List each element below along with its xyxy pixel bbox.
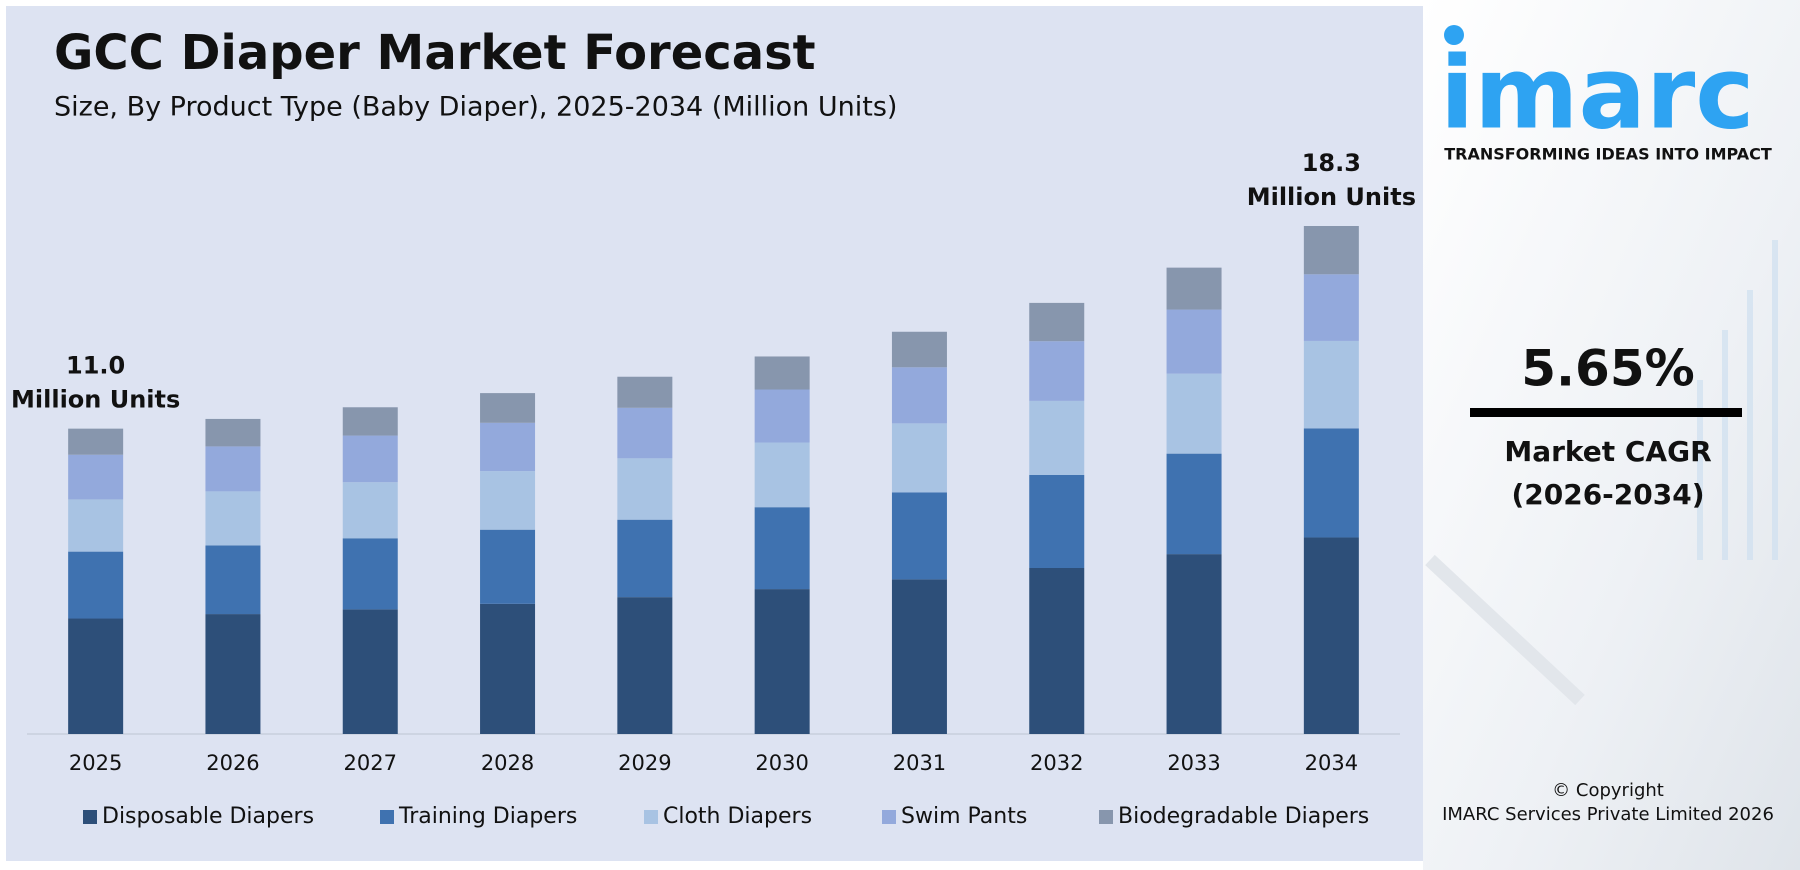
bar-segment	[1166, 309, 1222, 374]
bar-segment	[891, 331, 947, 368]
bar-segment	[891, 423, 947, 493]
legend-swatch	[380, 810, 394, 824]
annotation-unit: Million Units	[1247, 183, 1416, 211]
bar-segment	[205, 614, 261, 734]
bar-segment	[1166, 453, 1222, 555]
cagr-label: Market CAGR	[1504, 435, 1711, 468]
cagr-rule	[1470, 408, 1742, 417]
x-tick-label: 2025	[69, 751, 122, 775]
bar-segment	[342, 609, 398, 734]
x-tick-label: 2027	[344, 751, 397, 775]
bar-segment	[1303, 537, 1359, 734]
bar-segment	[754, 442, 810, 508]
bar-segment	[617, 597, 673, 734]
legend-label: Training Diapers	[398, 804, 577, 829]
chart-subtitle: Size, By Product Type (Baby Diaper), 202…	[54, 92, 897, 123]
bar-segment	[1303, 274, 1359, 341]
bar-segment	[1029, 341, 1085, 401]
x-tick-label: 2029	[618, 751, 671, 775]
bar-segment	[68, 499, 124, 552]
legend-label: Cloth Diapers	[663, 804, 812, 829]
x-tick-label: 2030	[755, 751, 808, 775]
bar-segment	[68, 551, 124, 619]
bar-segment	[891, 579, 947, 734]
bar-segment	[342, 482, 398, 539]
bar-segment	[205, 446, 261, 492]
legend-swatch	[644, 810, 658, 824]
bar-segment	[754, 589, 810, 734]
annotation-value: 18.3	[1302, 149, 1361, 177]
cagr-value: 5.65%	[1521, 340, 1694, 398]
copyright: © Copyright	[1552, 780, 1664, 801]
legend-label: Biodegradable Diapers	[1118, 804, 1369, 829]
legend-label: Disposable Diapers	[102, 804, 314, 829]
bar-segment	[480, 393, 536, 423]
bar-segment	[480, 471, 536, 530]
bar-segment	[68, 454, 124, 500]
bar-segment	[1303, 428, 1359, 538]
bar-segment	[1029, 567, 1085, 734]
tagline: TRANSFORMING IDEAS INTO IMPACT	[1444, 145, 1772, 164]
chart-title: GCC Diaper Market Forecast	[54, 25, 816, 81]
bar-segment	[891, 492, 947, 580]
bar-segment	[68, 428, 124, 455]
company: IMARC Services Private Limited 2026	[1442, 804, 1774, 825]
bar-segment	[342, 407, 398, 436]
bar-segment	[617, 376, 673, 408]
bar-segment	[617, 458, 673, 520]
bar-segment	[68, 618, 124, 734]
x-tick-label: 2033	[1167, 751, 1220, 775]
cagr-period: (2026-2034)	[1511, 478, 1704, 511]
x-tick-label: 2032	[1030, 751, 1083, 775]
bar-segment	[205, 491, 261, 546]
x-tick-label: 2026	[206, 751, 259, 775]
x-tick-label: 2031	[893, 751, 946, 775]
bar-segment	[754, 507, 810, 590]
sidebar-decoration	[1425, 554, 1585, 706]
bar-segment	[480, 529, 536, 604]
bar-segment	[1029, 400, 1085, 476]
bar-segment	[480, 603, 536, 734]
legend-swatch	[882, 810, 896, 824]
bar-segment	[891, 367, 947, 424]
bar-segment	[480, 422, 536, 472]
bar-segment	[205, 418, 261, 447]
logo-dot	[1444, 25, 1464, 45]
bar-segment	[1166, 267, 1222, 310]
legend-swatch	[1099, 810, 1113, 824]
bar-segment	[205, 545, 261, 615]
bar-segment	[1166, 554, 1222, 734]
bar-segment	[342, 435, 398, 483]
annotation-value: 11.0	[66, 352, 125, 380]
bar-segment	[617, 407, 673, 459]
x-tick-label: 2034	[1305, 751, 1358, 775]
legend-label: Swim Pants	[901, 804, 1027, 829]
bar-segment	[342, 538, 398, 610]
bar-segment	[1303, 340, 1359, 429]
bar-segment	[754, 356, 810, 390]
bar-segment	[617, 519, 673, 598]
annotation-unit: Million Units	[11, 386, 180, 414]
logo: imarc	[1440, 34, 1755, 151]
bar-segment	[1029, 302, 1085, 342]
bar-segment	[754, 389, 810, 443]
sidebar-panel	[1423, 0, 1800, 870]
bar-segment	[1303, 226, 1359, 275]
legend-swatch	[83, 810, 97, 824]
bar-segment	[1029, 475, 1085, 568]
x-tick-label: 2028	[481, 751, 534, 775]
bar-segment	[1166, 373, 1222, 454]
